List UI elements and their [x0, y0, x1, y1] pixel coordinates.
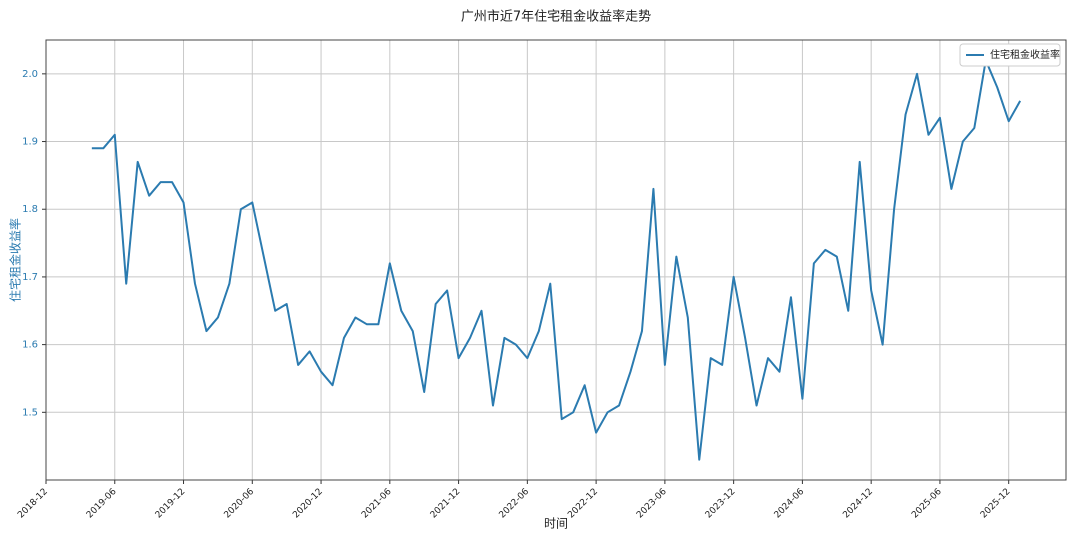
x-tick-label: 2024-12 [841, 487, 875, 521]
legend-box [959, 43, 1061, 67]
x-tick-label: 2025-12 [979, 487, 1013, 521]
y-tick-label: 1.6 [22, 340, 38, 351]
x-tick-label: 2020-06 [223, 487, 257, 521]
y-tick-label: 1.7 [22, 272, 38, 283]
y-axis-label: 住宅租金收益率 [8, 218, 23, 302]
line-series [91, 59, 1022, 461]
x-tick-label: 2019-06 [85, 487, 119, 521]
x-tick-label: 2025-06 [910, 487, 944, 521]
x-tick-label: 2018-12 [16, 487, 50, 521]
x-tick-label: 2023-06 [635, 487, 669, 521]
x-tick-label: 2020-12 [291, 487, 325, 521]
legend: 住宅租金收益率 [959, 43, 1061, 67]
x-tick-label: 2024-06 [773, 487, 807, 521]
chart-title: 广州市近7年住宅租金收益率走势 [461, 9, 651, 25]
x-tick-label: 2023-12 [704, 487, 738, 521]
x-tick-label: 2021-06 [360, 487, 394, 521]
y-tick-label: 1.9 [22, 137, 38, 148]
x-tick-label: 2022-06 [498, 487, 532, 521]
plot-frame [45, 39, 1067, 481]
x-tick-label: 2022-12 [566, 487, 600, 521]
x-tick-label: 2019-12 [154, 487, 188, 521]
x-axis-label: 时间 [544, 517, 568, 531]
y-tick-label: 1.8 [22, 204, 38, 215]
y-tick-label: 2.0 [22, 69, 38, 80]
x-tick-label: 2021-12 [429, 487, 463, 521]
y-tick-label: 1.5 [22, 407, 38, 418]
legend-label: 住宅租金收益率 [990, 48, 1060, 61]
